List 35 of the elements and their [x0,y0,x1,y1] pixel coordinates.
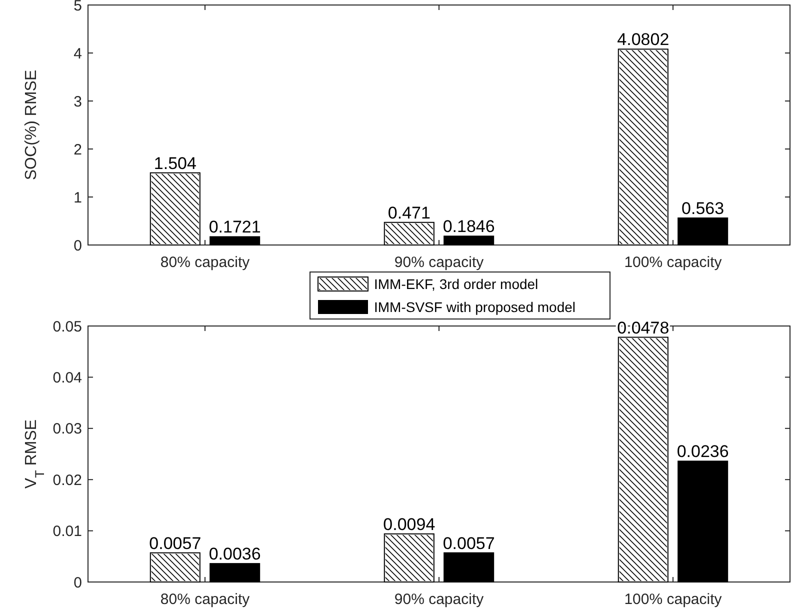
bar [678,460,728,582]
data-label: 0.563 [682,198,724,218]
data-label: 0.1721 [208,218,261,237]
legend-label: IMM-EKF, 3rd order model [374,276,538,292]
y-tick-label: 3 [74,93,82,110]
y-tick-label: 0 [74,237,82,254]
y-axis-title: SOC(%) RMSE [23,70,40,180]
x-tick-label: 90% capacity [394,254,484,271]
data-label: 0.0057 [149,534,202,553]
data-label: 0.471 [388,203,430,222]
y-tick-label: 0.01 [52,523,82,540]
data-label: 0.1846 [442,217,495,236]
x-tick-label: 90% capacity [394,591,484,608]
x-tick-label: 100% capacity [624,254,722,271]
y-tick-label: 0 [74,574,82,592]
bar [210,563,260,582]
x-tick-label: 80% capacity [160,254,250,271]
x-tick-label: 100% capacity [624,591,722,608]
bar [444,552,494,582]
data-label: 1.504 [154,154,196,173]
y-tick-label: 1 [74,189,82,206]
data-label: 4.0802 [617,30,670,50]
data-label: 0.0094 [383,514,436,534]
y-tick-label: 0.02 [52,472,82,489]
x-tick-label: 80% capacity [160,591,250,608]
y-tick-label: 4 [74,45,82,62]
y-tick-label: 0.05 [52,318,82,336]
legend-label: IMM-SVSF with proposed model [374,298,576,315]
y-tick-label: 5 [74,0,82,14]
data-label: 0.0036 [208,544,261,564]
data-label: 0.0236 [676,442,729,462]
y-tick-label: 2 [74,141,82,158]
data-label: 0.0057 [442,534,495,553]
y-tick-label: 0.03 [52,420,82,438]
y-tick-label: 0.04 [52,369,82,386]
